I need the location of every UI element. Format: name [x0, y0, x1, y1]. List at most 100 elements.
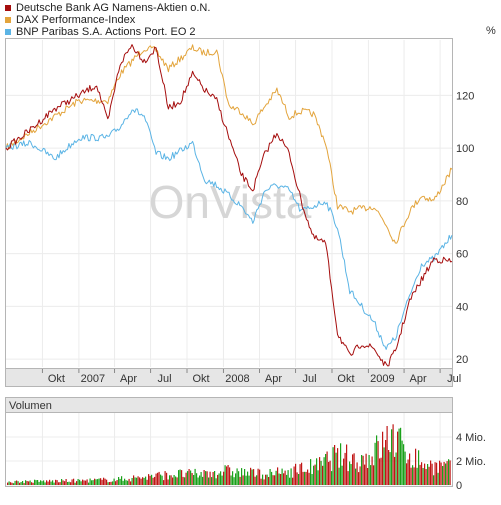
volume-bar — [362, 455, 364, 485]
volume-bar — [94, 478, 96, 485]
x-tick-label: Apr — [120, 373, 137, 385]
volume-bar — [247, 471, 249, 485]
volume-bar — [398, 428, 400, 485]
volume-bar — [86, 479, 88, 485]
volume-bar — [152, 477, 154, 485]
volume-bar — [383, 447, 385, 485]
volume-bar — [148, 474, 150, 485]
volume-bar — [364, 464, 366, 485]
x-tick-label: Okt — [337, 373, 354, 385]
volume-bar — [142, 477, 144, 485]
volume-bar — [73, 478, 75, 485]
volume-bar — [277, 467, 279, 485]
volume-bar — [208, 477, 210, 485]
volume-bar — [71, 479, 73, 485]
volume-bar — [98, 478, 100, 485]
volume-bar — [31, 482, 33, 485]
volume-bar — [68, 481, 70, 485]
volume-bar — [184, 477, 186, 485]
price-unit-label: % — [486, 25, 496, 37]
volume-y-tick-label: 4 Mio. — [456, 432, 486, 444]
volume-bar — [385, 440, 387, 485]
volume-bar — [218, 473, 220, 485]
volume-bar — [32, 482, 34, 485]
volume-bar — [223, 471, 225, 485]
volume-bar — [199, 475, 201, 485]
x-tick-label: Apr — [265, 373, 282, 385]
volume-bar — [227, 465, 229, 485]
volume-bar — [233, 477, 235, 485]
volume-bar — [44, 482, 46, 485]
volume-bar — [161, 475, 163, 485]
volume-bar — [106, 479, 108, 485]
volume-bar — [230, 475, 232, 485]
volume-bar — [29, 480, 31, 485]
volume-bar — [409, 453, 411, 485]
volume-bar — [175, 476, 177, 485]
volume-bar — [314, 464, 316, 485]
volume-bar — [299, 464, 301, 485]
volume-bar — [445, 463, 447, 485]
volume-bar — [37, 480, 39, 485]
volume-bar — [256, 475, 258, 485]
volume-bar — [133, 475, 135, 485]
volume-bar — [77, 479, 79, 485]
x-axis-band — [5, 368, 453, 387]
volume-bar — [367, 468, 369, 485]
volume-bar — [149, 475, 151, 485]
volume-bar — [224, 465, 226, 485]
volume-bar — [64, 481, 66, 485]
volume-bar — [268, 477, 270, 485]
volume-bar — [170, 475, 172, 485]
volume-bar — [293, 466, 295, 485]
legend-item-bnp[interactable]: BNP Paribas S.A. Actions Port. EO 2 — [5, 26, 210, 38]
series-line-0 — [5, 44, 453, 367]
volume-bar — [337, 448, 339, 485]
legend-item-dax[interactable]: DAX Performance-Index — [5, 14, 210, 26]
y-tick-label: 100 — [456, 143, 474, 155]
volume-bar — [154, 476, 156, 485]
volume-bar — [119, 478, 121, 485]
volume-bar — [194, 468, 196, 485]
volume-bar — [421, 462, 423, 485]
volume-bar — [115, 481, 117, 485]
volume-header — [5, 397, 453, 413]
volume-bar — [10, 482, 12, 485]
volume-bar — [97, 479, 99, 485]
volume-bar — [431, 463, 433, 485]
volume-bar — [437, 472, 439, 485]
volume-bar — [164, 471, 166, 485]
volume-bar — [320, 460, 322, 485]
legend-item-deutsche-bank[interactable]: Deutsche Bank AG Namens-Aktien o.N. — [5, 2, 210, 14]
volume-bar — [104, 478, 106, 485]
volume-bar — [325, 454, 327, 485]
volume-bar — [350, 464, 352, 485]
volume-bar — [100, 478, 102, 485]
volume-bar — [56, 480, 58, 485]
volume-bar — [352, 454, 354, 485]
volume-bar — [157, 472, 159, 485]
volume-bar — [107, 482, 109, 485]
volume-bar — [244, 469, 246, 485]
volume-bar — [220, 471, 222, 485]
volume-bar — [95, 479, 97, 485]
volume-bar — [260, 478, 262, 485]
volume-bar — [61, 479, 63, 485]
volume-bar — [353, 453, 355, 485]
volume-bar — [298, 474, 300, 485]
y-tick-label: 80 — [456, 196, 468, 208]
volume-bar — [65, 479, 67, 485]
volume-bar — [113, 478, 115, 485]
volume-bar — [254, 476, 256, 485]
volume-bar — [16, 480, 18, 485]
volume-bar — [118, 477, 120, 485]
volume-bar — [430, 460, 432, 485]
volume-bar — [358, 472, 360, 485]
volume-bar — [221, 475, 223, 485]
volume-bar — [47, 481, 49, 485]
volume-bar — [187, 471, 189, 485]
legend-swatch — [5, 17, 11, 23]
volume-bar — [158, 471, 160, 485]
volume-bar — [262, 474, 264, 485]
